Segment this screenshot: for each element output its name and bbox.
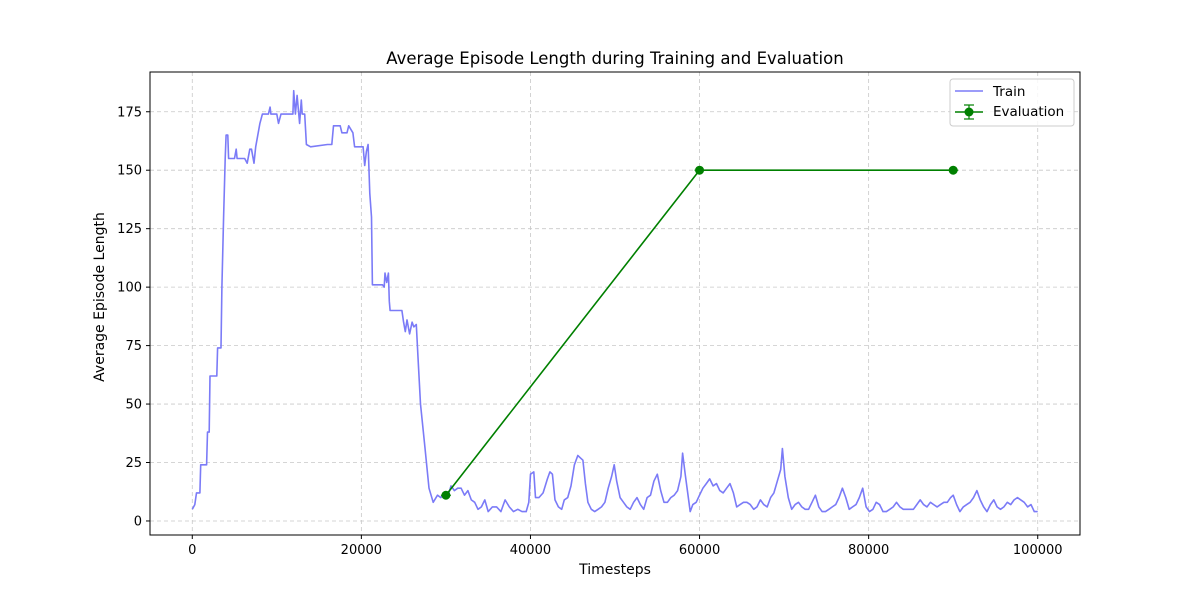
x-tick-label: 20000 bbox=[341, 543, 382, 558]
y-tick-label: 25 bbox=[125, 456, 142, 471]
series-evaluation bbox=[440, 165, 959, 500]
y-tick-label: 125 bbox=[117, 222, 142, 237]
chart-title: Average Episode Length during Training a… bbox=[386, 49, 843, 68]
series-train bbox=[191, 89, 1038, 513]
y-tick-label: 50 bbox=[125, 398, 142, 413]
x-tick-label: 80000 bbox=[848, 543, 889, 558]
y-tick-label: 100 bbox=[117, 281, 142, 296]
legend: Train Evaluation bbox=[949, 78, 1075, 127]
y-tick-label: 175 bbox=[117, 105, 142, 120]
x-tick-label: 40000 bbox=[510, 543, 551, 558]
plot-frame bbox=[149, 71, 1081, 536]
evaluation-point bbox=[948, 165, 958, 175]
series-layer bbox=[191, 89, 1038, 513]
series-line-train bbox=[191, 89, 1038, 513]
legend-train-label: Train bbox=[992, 84, 1025, 100]
grid bbox=[150, 72, 1080, 535]
axis-ticks: 0 20000 40000 60000 80000 100000 0 25 50 75 100 125… bbox=[117, 105, 1062, 558]
x-tick-label: 0 bbox=[188, 543, 196, 558]
x-tick-label: 60000 bbox=[679, 543, 720, 558]
y-tick-label: 75 bbox=[125, 339, 142, 354]
x-tick-label: 100000 bbox=[1013, 543, 1063, 558]
y-axis-label: Average Episode Length bbox=[92, 212, 108, 382]
y-tick-label: 0 bbox=[134, 514, 142, 529]
legend-evaluation-label: Evaluation bbox=[993, 104, 1064, 120]
y-tick-label: 150 bbox=[117, 164, 142, 179]
evaluation-point bbox=[441, 490, 451, 500]
x-axis-label: Timesteps bbox=[578, 562, 651, 578]
evaluation-point bbox=[695, 165, 705, 175]
legend-evaluation-marker bbox=[964, 107, 974, 117]
